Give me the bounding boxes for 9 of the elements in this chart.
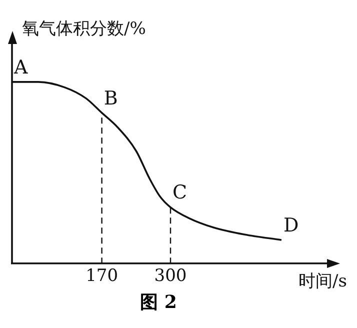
annotation: A: [13, 56, 28, 78]
caption: 图 2: [139, 291, 178, 314]
annotation: D: [283, 214, 299, 236]
x-axis-title: 时间/s: [298, 272, 347, 292]
x-tick-label: 300: [154, 266, 187, 286]
y-axis-title: 氧气体积分数/%: [22, 18, 146, 39]
x-tick-label: 170: [86, 266, 118, 286]
annotation: B: [104, 87, 118, 110]
annotation: C: [172, 182, 188, 204]
